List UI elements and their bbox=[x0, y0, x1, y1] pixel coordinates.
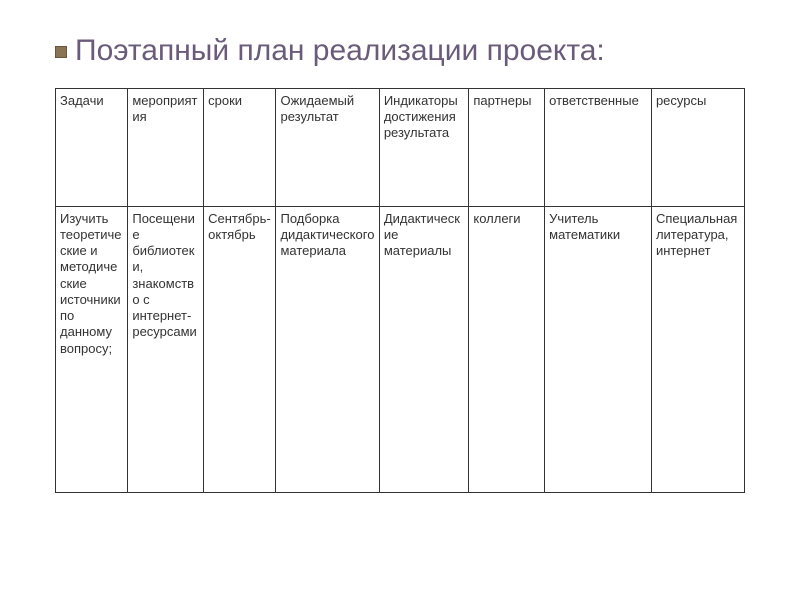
cell-expected-result: Подборка дидактического материала bbox=[276, 206, 379, 492]
header-partners: партнеры bbox=[469, 88, 545, 206]
cell-activities: Посещение библиотеки, знакомство с интер… bbox=[128, 206, 204, 492]
title-text: Поэтапный план реализации проекта: bbox=[75, 34, 605, 67]
plan-table: Задачи мероприятия сроки Ожидаемый резул… bbox=[55, 88, 745, 493]
header-indicators: Индикаторы достижения результата bbox=[379, 88, 469, 206]
header-tasks: Задачи bbox=[56, 88, 128, 206]
cell-indicators: Дидактические материалы bbox=[379, 206, 469, 492]
header-responsible: ответственные bbox=[545, 88, 652, 206]
cell-tasks: Изучить теоретические и методические ист… bbox=[56, 206, 128, 492]
table-row: Изучить теоретические и методические ист… bbox=[56, 206, 745, 492]
header-expected-result: Ожидаемый результат bbox=[276, 88, 379, 206]
cell-responsible: Учитель математики bbox=[545, 206, 652, 492]
title-bullet bbox=[55, 46, 67, 58]
slide-title: Поэтапный план реализации проекта: bbox=[55, 32, 745, 70]
header-resources: ресурсы bbox=[651, 88, 744, 206]
cell-partners: коллеги bbox=[469, 206, 545, 492]
table-header-row: Задачи мероприятия сроки Ожидаемый резул… bbox=[56, 88, 745, 206]
cell-resources: Специальная литература, интернет bbox=[651, 206, 744, 492]
header-activities: мероприятия bbox=[128, 88, 204, 206]
cell-dates: Сентябрь-октябрь bbox=[204, 206, 276, 492]
header-dates: сроки bbox=[204, 88, 276, 206]
